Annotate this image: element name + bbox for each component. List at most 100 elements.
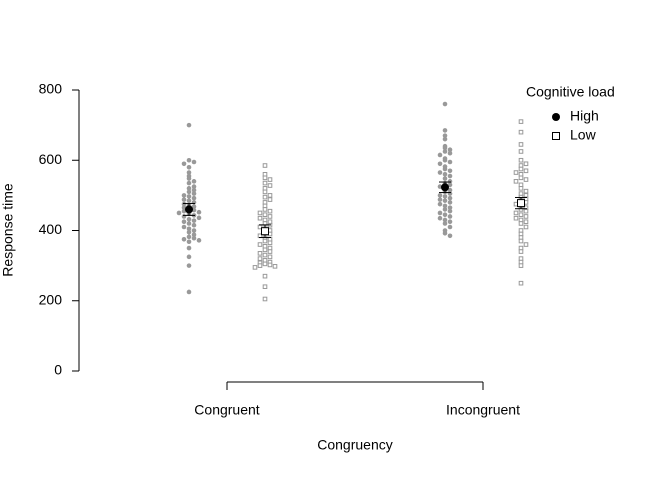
data-point	[518, 186, 524, 191]
data-point	[262, 207, 268, 212]
y-tick-label: 400	[39, 221, 63, 237]
data-point	[518, 142, 524, 147]
data-point	[191, 232, 197, 238]
data-point	[523, 214, 529, 219]
data-point	[442, 145, 448, 151]
data-point	[267, 177, 273, 182]
legend-title: Cognitive load	[526, 84, 615, 100]
y-tick-label: 800	[39, 81, 63, 97]
data-point	[186, 221, 192, 226]
data-point	[196, 238, 202, 243]
legend-label: High	[570, 108, 599, 124]
data-point	[191, 179, 197, 184]
legend-marker	[552, 113, 560, 121]
data-point	[262, 296, 268, 302]
data-point	[262, 175, 268, 181]
data-point	[262, 189, 268, 195]
data-point	[186, 186, 192, 191]
data-point	[252, 265, 258, 270]
data-point	[447, 195, 453, 201]
data-point	[518, 129, 524, 135]
data-point	[267, 193, 273, 198]
data-point	[191, 184, 197, 189]
data-point	[437, 193, 443, 198]
data-point	[523, 161, 529, 167]
data-point	[267, 183, 273, 188]
mean-point	[441, 183, 449, 192]
legend-label: Low	[570, 127, 597, 143]
data-point	[447, 233, 453, 239]
data-point	[257, 251, 263, 256]
data-point	[186, 216, 192, 222]
data-point	[518, 238, 524, 244]
data-point	[186, 176, 192, 181]
data-point	[518, 166, 524, 172]
y-tick-label: 200	[39, 291, 63, 307]
data-point	[186, 226, 192, 232]
data-point	[442, 203, 448, 209]
data-point	[442, 101, 448, 107]
data-point	[447, 219, 453, 225]
data-point	[437, 210, 443, 216]
data-point	[181, 193, 187, 198]
data-point	[186, 180, 192, 186]
data-point	[518, 149, 524, 154]
data-point	[442, 149, 448, 154]
data-point	[186, 164, 192, 170]
data-point	[186, 229, 192, 235]
data-point	[518, 280, 524, 286]
data-point	[191, 200, 197, 205]
data-point	[447, 159, 453, 165]
data-point	[437, 215, 443, 221]
data-point	[447, 173, 453, 179]
x-tick-label: Incongruent	[446, 402, 520, 418]
y-tick-label: 600	[39, 151, 63, 167]
data-point	[181, 197, 187, 202]
data-point	[523, 208, 529, 214]
data-point	[267, 197, 273, 202]
data-point	[447, 214, 453, 219]
data-point	[267, 214, 273, 219]
data-point	[181, 219, 187, 225]
data-point	[523, 168, 529, 174]
data-point	[442, 172, 448, 177]
data-point	[186, 239, 192, 245]
data-point	[176, 210, 182, 216]
data-point	[523, 177, 529, 182]
data-point	[267, 262, 273, 268]
data-point	[447, 147, 453, 153]
data-point	[186, 245, 192, 251]
mean-point	[185, 205, 193, 214]
mean-point	[261, 227, 269, 236]
data-point	[437, 152, 443, 158]
data-point	[447, 200, 453, 205]
data-point	[191, 218, 197, 223]
data-point	[518, 221, 524, 226]
data-point	[447, 182, 453, 188]
data-point	[513, 179, 519, 184]
data-point	[181, 224, 187, 230]
data-point	[442, 221, 448, 226]
data-point	[186, 254, 192, 260]
data-point	[257, 263, 263, 268]
data-point	[257, 215, 263, 221]
data-point	[267, 240, 273, 246]
data-point	[191, 187, 197, 193]
data-point	[262, 261, 268, 267]
data-point	[518, 249, 524, 254]
data-point	[196, 209, 202, 215]
data-point	[442, 198, 448, 203]
data-point	[262, 252, 268, 258]
data-point	[442, 217, 448, 223]
data-point	[191, 191, 197, 196]
y-axis-label: Response time	[0, 183, 16, 277]
data-point	[447, 191, 453, 196]
data-point	[186, 194, 192, 199]
data-point	[262, 284, 268, 289]
data-point	[523, 219, 529, 225]
data-point	[437, 170, 443, 175]
data-point	[442, 231, 448, 236]
data-point	[257, 256, 263, 261]
data-point	[186, 189, 192, 195]
